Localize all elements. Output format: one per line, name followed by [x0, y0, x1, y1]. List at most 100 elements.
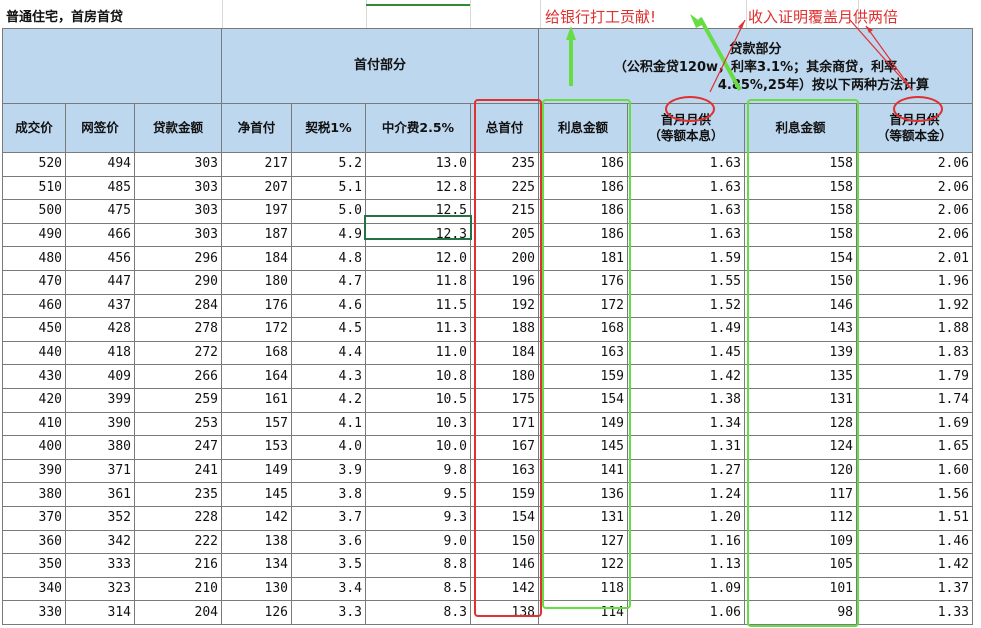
cell-monthly-a[interactable]: 1.45 — [627, 340, 745, 366]
cell-deal-price[interactable]: 370 — [2, 505, 66, 531]
cell-agency-fee[interactable]: 13.0 — [365, 152, 471, 177]
cell-net-sign-price[interactable]: 361 — [65, 482, 135, 507]
cell-net-down[interactable]: 180 — [221, 269, 292, 295]
cell-interest-b[interactable]: 158 — [744, 175, 857, 201]
cell-agency-fee[interactable]: 8.5 — [365, 576, 471, 602]
cell-interest-a[interactable]: 168 — [538, 317, 628, 342]
cell-interest-a[interactable]: 136 — [538, 482, 628, 507]
cell-interest-a[interactable]: 122 — [538, 553, 628, 578]
cell-interest-b[interactable]: 112 — [744, 505, 857, 531]
cell-deal-price[interactable]: 360 — [2, 529, 66, 555]
cell-net-sign-price[interactable]: 494 — [65, 152, 135, 177]
cell-deal-price[interactable]: 480 — [2, 246, 66, 271]
cell-net-down[interactable]: 176 — [221, 293, 292, 319]
cell-deal-price[interactable]: 400 — [2, 435, 66, 460]
cell-monthly-a[interactable]: 1.42 — [627, 364, 745, 389]
cell-net-sign-price[interactable]: 475 — [65, 199, 135, 224]
cell-interest-a[interactable]: 186 — [538, 175, 628, 201]
cell-monthly-b[interactable]: 1.92 — [856, 293, 973, 319]
cell-interest-a[interactable]: 186 — [538, 222, 628, 248]
cell-interest-a[interactable]: 172 — [538, 293, 628, 319]
cell-total-down[interactable]: 225 — [470, 175, 539, 201]
cell-deed-tax[interactable]: 4.3 — [291, 364, 366, 389]
cell-monthly-b[interactable]: 1.79 — [856, 364, 973, 389]
cell-deal-price[interactable]: 340 — [2, 576, 66, 602]
cell-deed-tax[interactable]: 3.3 — [291, 600, 366, 625]
cell-agency-fee[interactable]: 10.0 — [365, 435, 471, 460]
cell-net-down[interactable]: 149 — [221, 458, 292, 484]
cell-interest-b[interactable]: 117 — [744, 482, 857, 507]
cell-deed-tax[interactable]: 5.2 — [291, 152, 366, 177]
cell-monthly-a[interactable]: 1.06 — [627, 600, 745, 625]
cell-net-down[interactable]: 172 — [221, 317, 292, 342]
cell-interest-b[interactable]: 154 — [744, 246, 857, 271]
cell-total-down[interactable]: 184 — [470, 340, 539, 366]
cell-total-down[interactable]: 180 — [470, 364, 539, 389]
cell-interest-b[interactable]: 120 — [744, 458, 857, 484]
cell-loan-amount[interactable]: 290 — [134, 269, 222, 295]
cell-monthly-a[interactable]: 1.34 — [627, 411, 745, 437]
cell-total-down[interactable]: 154 — [470, 505, 539, 531]
cell-total-down[interactable]: 200 — [470, 246, 539, 271]
cell-interest-a[interactable]: 131 — [538, 505, 628, 531]
cell-loan-amount[interactable]: 241 — [134, 458, 222, 484]
cell-loan-amount[interactable]: 253 — [134, 411, 222, 437]
cell-agency-fee[interactable]: 12.5 — [365, 199, 471, 224]
cell-monthly-b[interactable]: 2.06 — [856, 222, 973, 248]
cell-deed-tax[interactable]: 4.9 — [291, 222, 366, 248]
cell-deed-tax[interactable]: 3.6 — [291, 529, 366, 555]
cell-agency-fee[interactable]: 10.8 — [365, 364, 471, 389]
cell-deed-tax[interactable]: 4.7 — [291, 269, 366, 295]
cell-net-down[interactable]: 168 — [221, 340, 292, 366]
cell-interest-a[interactable]: 186 — [538, 199, 628, 224]
cell-total-down[interactable]: 142 — [470, 576, 539, 602]
cell-total-down[interactable]: 196 — [470, 269, 539, 295]
cell-loan-amount[interactable]: 278 — [134, 317, 222, 342]
cell-deed-tax[interactable]: 4.0 — [291, 435, 366, 460]
cell-total-down[interactable]: 205 — [470, 222, 539, 248]
cell-total-down[interactable]: 215 — [470, 199, 539, 224]
cell-deed-tax[interactable]: 4.4 — [291, 340, 366, 366]
cell-interest-a[interactable]: 114 — [538, 600, 628, 625]
cell-loan-amount[interactable]: 303 — [134, 175, 222, 201]
cell-loan-amount[interactable]: 235 — [134, 482, 222, 507]
cell-agency-fee[interactable]: 10.5 — [365, 387, 471, 413]
cell-interest-b[interactable]: 98 — [744, 600, 857, 625]
cell-monthly-b[interactable]: 1.33 — [856, 600, 973, 625]
cell-monthly-a[interactable]: 1.24 — [627, 482, 745, 507]
cell-net-sign-price[interactable]: 456 — [65, 246, 135, 271]
cell-interest-b[interactable]: 124 — [744, 435, 857, 460]
cell-agency-fee[interactable]: 8.8 — [365, 553, 471, 578]
cell-deal-price[interactable]: 350 — [2, 553, 66, 578]
cell-loan-amount[interactable]: 228 — [134, 505, 222, 531]
cell-net-down[interactable]: 207 — [221, 175, 292, 201]
cell-monthly-a[interactable]: 1.13 — [627, 553, 745, 578]
cell-interest-a[interactable]: 181 — [538, 246, 628, 271]
cell-monthly-b[interactable]: 1.74 — [856, 387, 973, 413]
cell-deal-price[interactable]: 410 — [2, 411, 66, 437]
cell-monthly-a[interactable]: 1.38 — [627, 387, 745, 413]
cell-interest-b[interactable]: 150 — [744, 269, 857, 295]
cell-interest-a[interactable]: 127 — [538, 529, 628, 555]
cell-net-down[interactable]: 130 — [221, 576, 292, 602]
cell-interest-b[interactable]: 101 — [744, 576, 857, 602]
cell-monthly-a[interactable]: 1.63 — [627, 222, 745, 248]
cell-monthly-a[interactable]: 1.49 — [627, 317, 745, 342]
cell-total-down[interactable]: 188 — [470, 317, 539, 342]
cell-loan-amount[interactable]: 303 — [134, 199, 222, 224]
cell-deed-tax[interactable]: 3.9 — [291, 458, 366, 484]
cell-total-down[interactable]: 138 — [470, 600, 539, 625]
cell-agency-fee[interactable]: 11.8 — [365, 269, 471, 295]
cell-interest-a[interactable]: 145 — [538, 435, 628, 460]
cell-total-down[interactable]: 235 — [470, 152, 539, 177]
cell-net-sign-price[interactable]: 371 — [65, 458, 135, 484]
cell-loan-amount[interactable]: 204 — [134, 600, 222, 625]
cell-agency-fee[interactable]: 9.3 — [365, 505, 471, 531]
cell-net-sign-price[interactable]: 352 — [65, 505, 135, 531]
cell-deed-tax[interactable]: 3.8 — [291, 482, 366, 507]
cell-net-down[interactable]: 217 — [221, 152, 292, 177]
cell-monthly-a[interactable]: 1.20 — [627, 505, 745, 531]
cell-agency-fee[interactable]: 12.3 — [365, 222, 471, 248]
cell-net-sign-price[interactable]: 399 — [65, 387, 135, 413]
cell-monthly-b[interactable]: 2.06 — [856, 152, 973, 177]
